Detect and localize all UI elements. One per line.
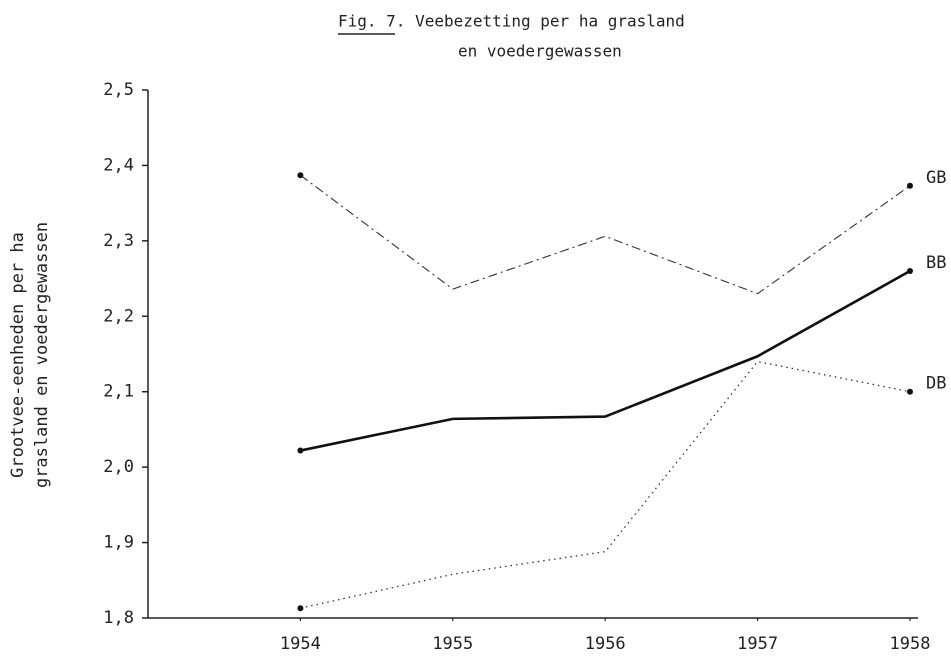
end-point xyxy=(297,605,304,612)
y-tick-label: 1,9 xyxy=(103,533,134,553)
y-axis-label: grasland en voedergewassen xyxy=(32,222,52,488)
series-line xyxy=(300,174,911,295)
y-tick-label: 2,4 xyxy=(103,155,134,175)
x-tick-label: 1957 xyxy=(737,634,778,654)
y-tick-label: 2,2 xyxy=(103,306,134,326)
series-label: GB xyxy=(926,168,946,188)
x-tick-label: 1954 xyxy=(280,634,321,654)
x-tick-label: 1956 xyxy=(585,634,626,654)
end-point xyxy=(297,447,304,454)
y-tick-label: 2,1 xyxy=(103,382,134,402)
chart-subtitle: en voedergewassen xyxy=(458,42,622,61)
end-point xyxy=(907,388,913,395)
y-tick-label: 1,8 xyxy=(103,608,134,628)
y-tick-label: 2,5 xyxy=(103,80,134,100)
y-tick-label: 2,0 xyxy=(103,457,134,477)
series-label: BB xyxy=(926,253,946,273)
series-line xyxy=(300,269,911,452)
y-axis-label: Grootvee-eenheden per ha xyxy=(8,232,28,478)
x-tick-label: 1958 xyxy=(890,634,931,654)
series-label: DB xyxy=(926,374,946,394)
end-point xyxy=(907,268,913,275)
end-point xyxy=(297,172,304,179)
series-line xyxy=(300,360,911,609)
chart-title: Fig. 7. Veebezetting per ha grasland xyxy=(338,12,685,31)
end-point xyxy=(907,182,913,189)
x-tick-label: 1955 xyxy=(432,634,473,654)
y-tick-label: 2,3 xyxy=(103,231,134,251)
